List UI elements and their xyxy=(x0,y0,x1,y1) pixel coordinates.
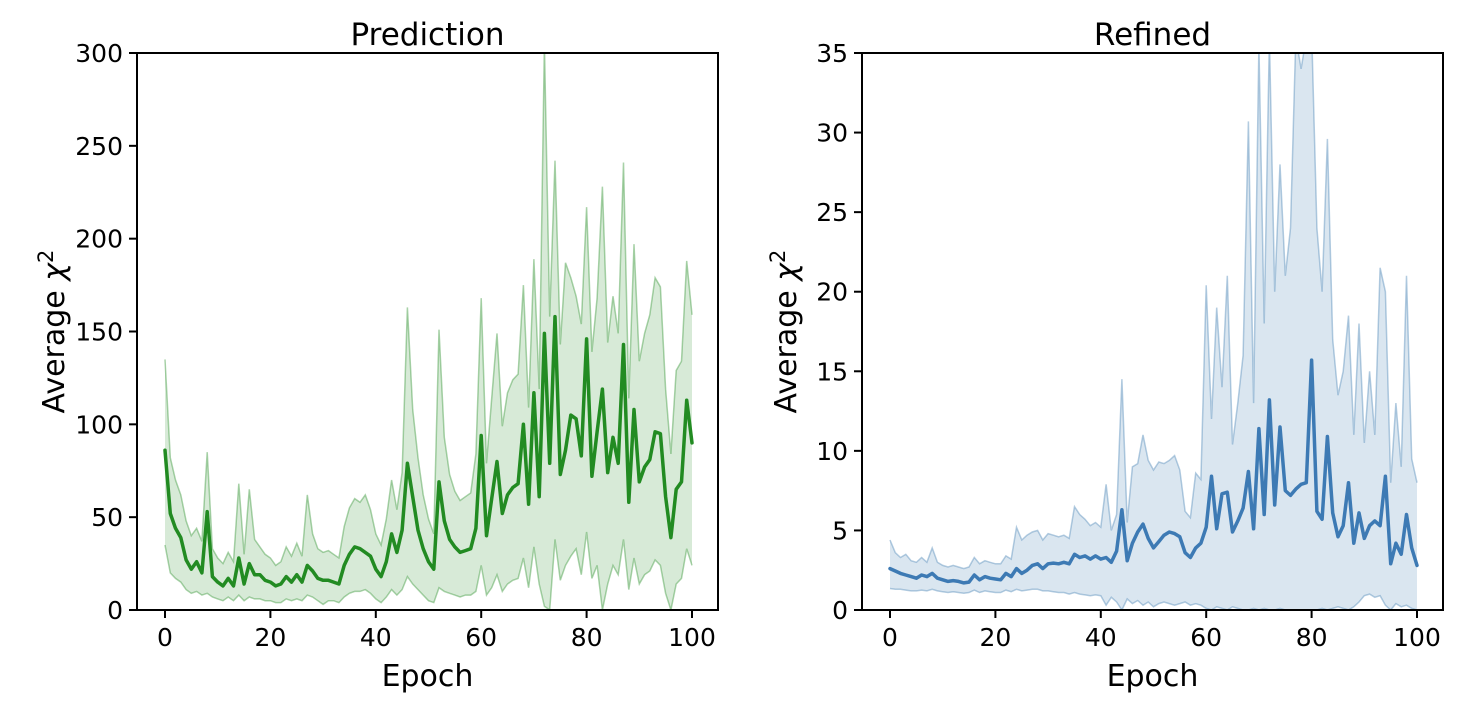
refined-x-tick-label: 0 xyxy=(882,623,898,652)
refined-y-tick-label: 10 xyxy=(816,437,848,466)
plot-title-refined: Refined xyxy=(1094,17,1211,53)
refined-y-tick-label: 20 xyxy=(816,278,848,307)
refined-axes-spines xyxy=(861,52,1444,611)
refined-x-tick-label: 20 xyxy=(979,623,1011,652)
refined-x-tick-label: 40 xyxy=(1085,623,1117,652)
subplot-prediction: 0 20 40 60 80 100 0 50 100 150 200 250 300 Predictio… xyxy=(34,17,719,694)
prediction-y-tick-label: 50 xyxy=(91,503,123,532)
prediction-y-tick-label: 300 xyxy=(75,39,123,68)
prediction-y-tick-label: 150 xyxy=(75,318,123,347)
refined-y-tick-label: 35 xyxy=(816,39,848,68)
prediction-x-tick-label: 0 xyxy=(157,623,173,652)
x-axis-label-prediction: Epoch xyxy=(382,659,474,694)
prediction-x-tick-label: 40 xyxy=(360,623,392,652)
x-axis-label-refined: Epoch xyxy=(1107,659,1199,694)
refined-y-tick-label: 0 xyxy=(832,596,848,625)
refined-y-tick-label: 5 xyxy=(832,516,848,545)
refined-y-tick-label: 30 xyxy=(816,119,848,148)
prediction-x-tick-label: 100 xyxy=(668,623,716,652)
plot-area-refined: 0 20 40 60 80 100 0 5 10 15 20 25 30 35 xyxy=(816,39,1444,652)
prediction-x-tick-label: 80 xyxy=(571,623,603,652)
refined-x-tick-label: 60 xyxy=(1190,623,1222,652)
prediction-y-tick-label: 250 xyxy=(75,132,123,161)
prediction-band-upper-edge xyxy=(164,53,693,567)
prediction-mean-line xyxy=(163,314,694,588)
prediction-y-tick-label: 100 xyxy=(75,410,123,439)
prediction-series xyxy=(163,53,694,610)
refined-series xyxy=(888,53,1419,610)
refined-x-tick-label: 80 xyxy=(1296,623,1328,652)
prediction-y-tick-label: 0 xyxy=(107,596,123,625)
refined-y-tick-label: 15 xyxy=(816,357,848,386)
plot-area-prediction: 0 20 40 60 80 100 0 50 100 150 200 250 300 xyxy=(75,39,719,652)
refined-band-upper-edge xyxy=(889,53,1418,570)
y-axis-label-refined: Average χ2 xyxy=(766,250,804,414)
refined-x-tick-label: 100 xyxy=(1393,623,1441,652)
prediction-uncertainty-band xyxy=(165,53,692,610)
prediction-x-tick-label: 60 xyxy=(465,623,497,652)
prediction-band-lower-edge xyxy=(164,531,693,610)
prediction-y-tick-label: 200 xyxy=(75,225,123,254)
refined-mean-line xyxy=(888,358,1419,585)
refined-y-tick-label: 25 xyxy=(816,198,848,227)
y-axis-label-prediction: Average χ2 xyxy=(34,250,72,414)
subplot-refined: 0 20 40 60 80 100 0 5 10 15 20 25 30 35 Refined Epoch… xyxy=(766,17,1444,694)
refined-uncertainty-band xyxy=(890,53,1417,610)
prediction-x-tick-label: 20 xyxy=(254,623,286,652)
plot-title-prediction: Prediction xyxy=(350,17,504,53)
